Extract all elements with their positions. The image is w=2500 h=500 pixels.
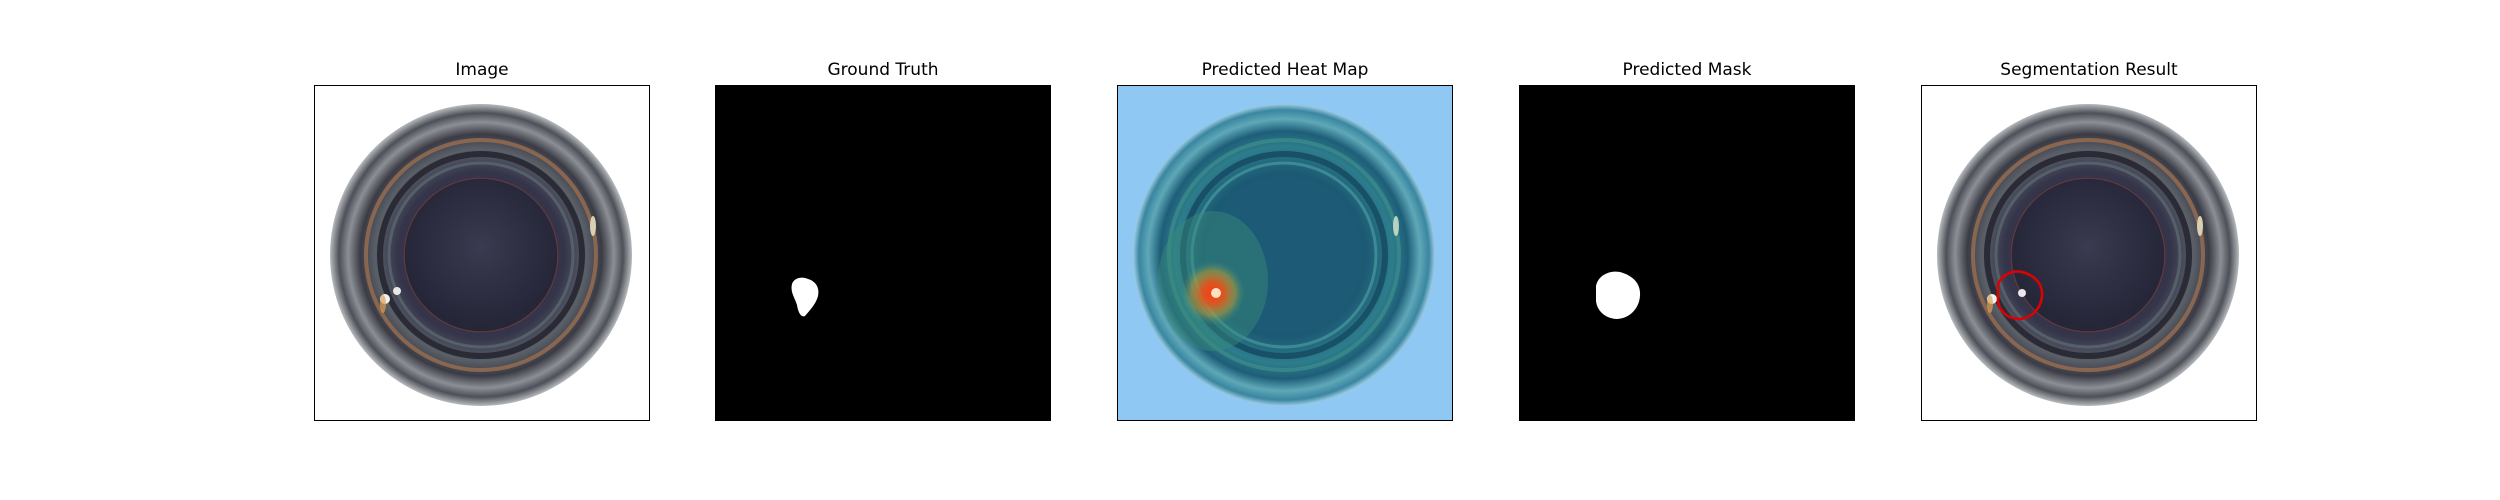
heat-map-frame (1117, 85, 1453, 421)
panel-title-predicted-mask: Predicted Mask (1622, 60, 1752, 80)
bottle-mouth-photo-icon (315, 86, 649, 420)
segmentation-frame (1921, 85, 2257, 421)
panel-title-ground-truth: Ground Truth (827, 60, 939, 80)
panel-title-segmentation-result: Segmentation Result (2000, 60, 2178, 80)
heat-map-icon (1118, 86, 1452, 420)
panel-segmentation-result: Segmentation Result (1921, 0, 2257, 500)
segmentation-contour (1996, 270, 2044, 321)
ground-truth-frame (715, 85, 1051, 421)
segmentation-overlay-icon (1922, 86, 2256, 420)
image-frame (314, 85, 650, 421)
panel-predicted-heat-map: Predicted Heat Map (1117, 0, 1453, 500)
predicted-mask-frame (1519, 85, 1855, 421)
panel-title-image: Image (455, 60, 509, 80)
panel-predicted-mask: Predicted Mask (1519, 0, 1855, 500)
ground-truth-mask-icon (716, 86, 1050, 420)
panel-image: Image (314, 0, 650, 500)
panel-ground-truth: Ground Truth (715, 0, 1051, 500)
predicted-mask-icon (1520, 86, 1854, 420)
panel-title-predicted-heat-map: Predicted Heat Map (1201, 60, 1369, 80)
